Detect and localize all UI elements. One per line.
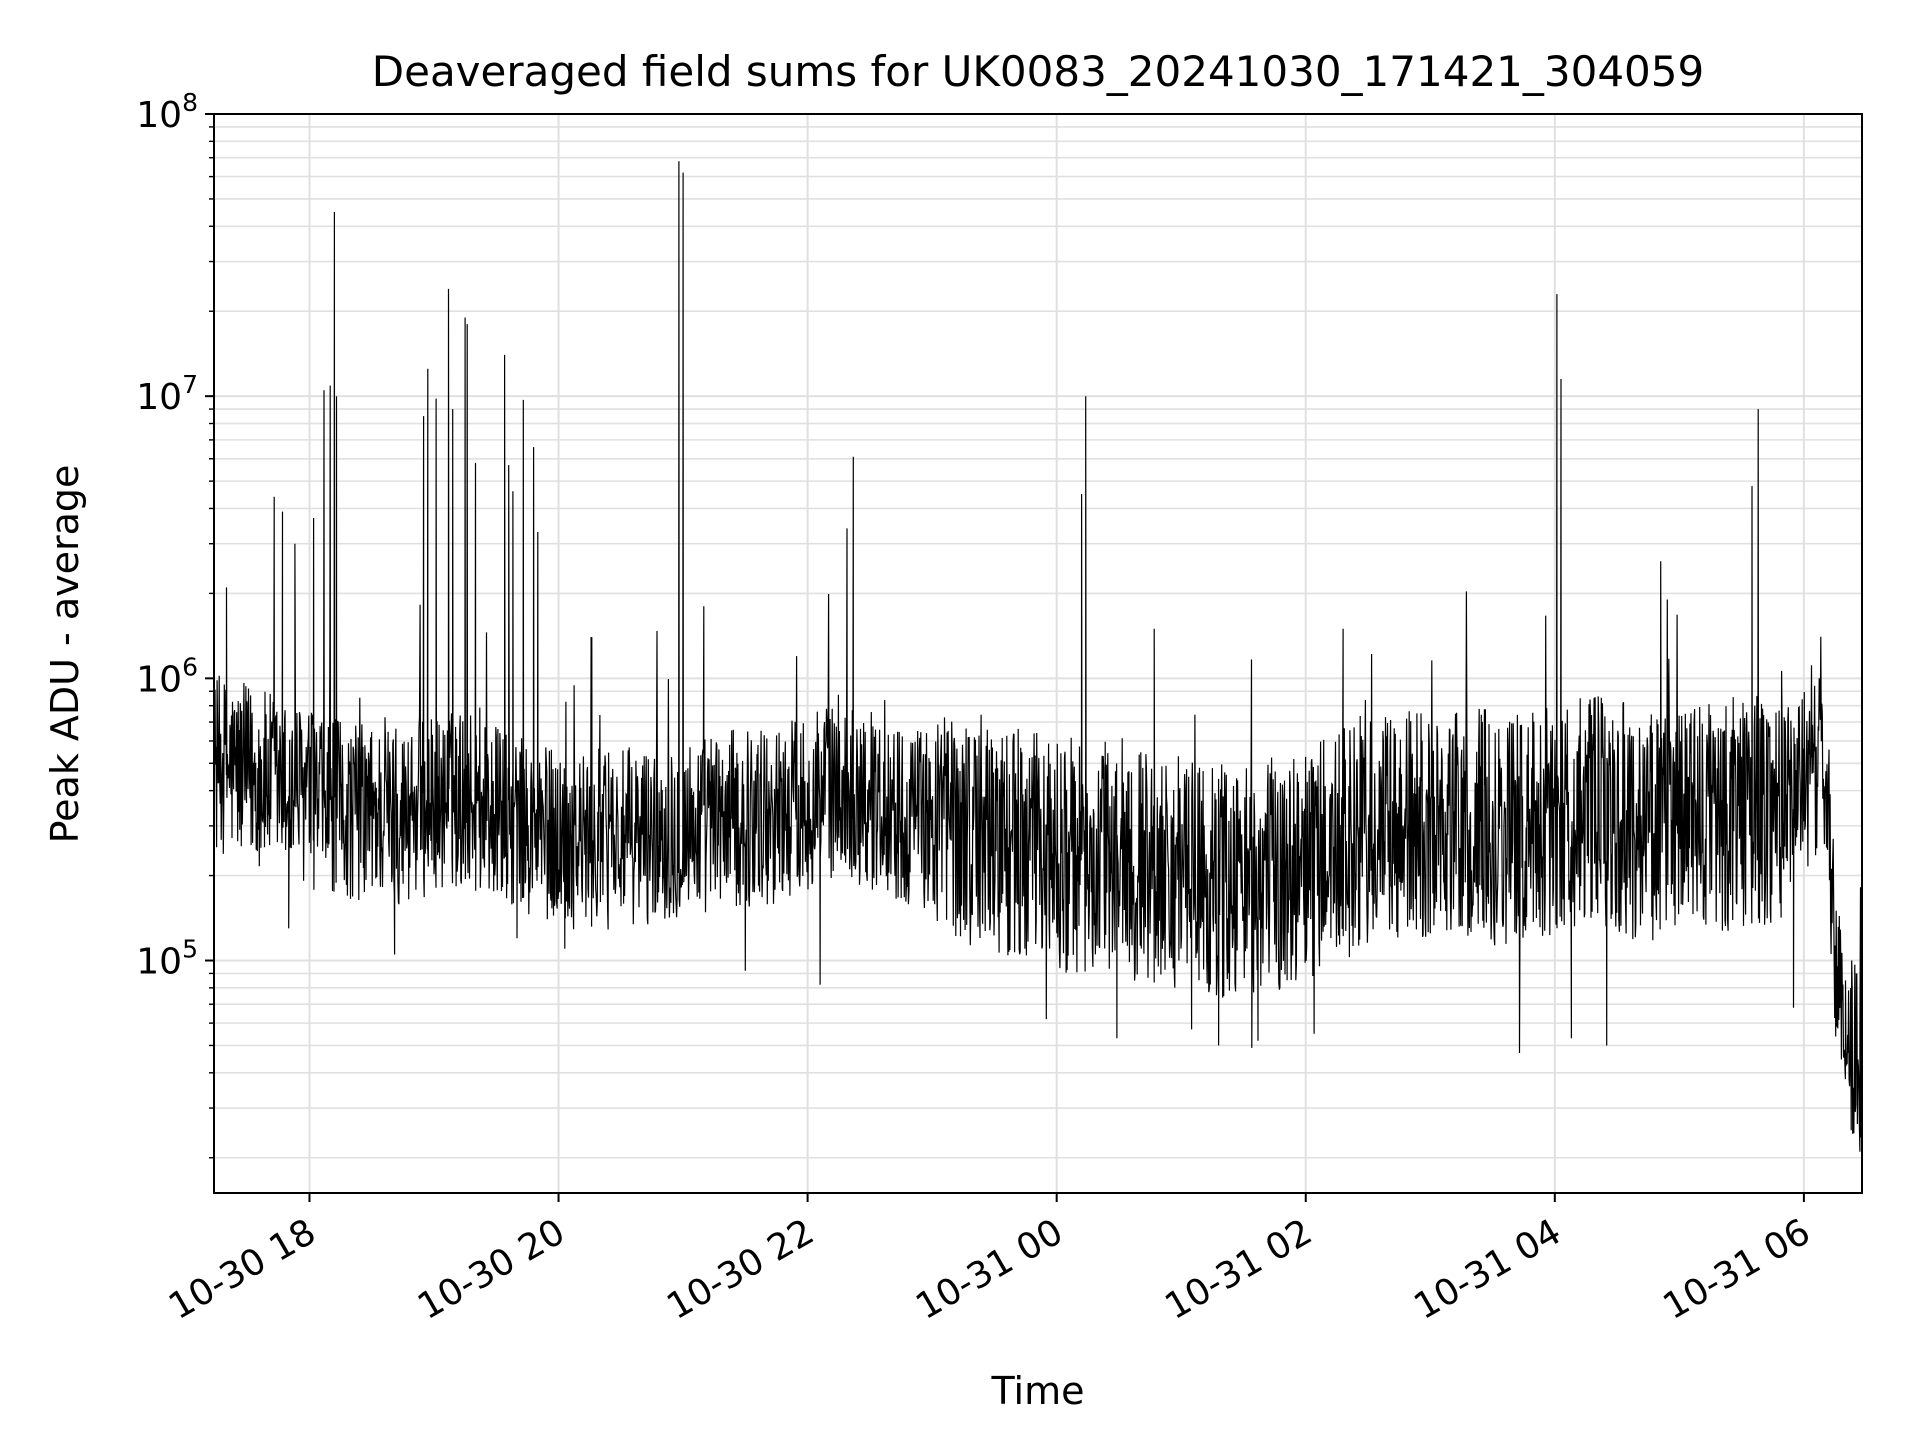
y-tick-exponent: 8 [182, 88, 198, 117]
y-tick-base: 10 [136, 377, 182, 418]
y-tick-base: 10 [136, 659, 182, 700]
y-tick-exponent: 7 [182, 370, 198, 399]
y-tick-label: 105 [136, 935, 198, 983]
y-tick-exponent: 5 [182, 935, 198, 964]
series-layer [213, 161, 1863, 1152]
y-axis-label: Peak ADU - average [43, 465, 87, 844]
x-axis-label: Time [991, 1369, 1085, 1413]
y-tick-label: 107 [136, 370, 198, 418]
plot-frame [213, 113, 1863, 1194]
y-tick-exponent: 6 [182, 652, 198, 681]
y-tick-label: 106 [136, 652, 198, 700]
chart-title: Deaveraged field sums for UK0083_2024103… [372, 47, 1704, 96]
series-line [213, 161, 1863, 1152]
y-tick-label: 108 [136, 88, 198, 136]
y-tick-base: 10 [136, 95, 182, 136]
y-tick-base: 10 [136, 942, 182, 983]
